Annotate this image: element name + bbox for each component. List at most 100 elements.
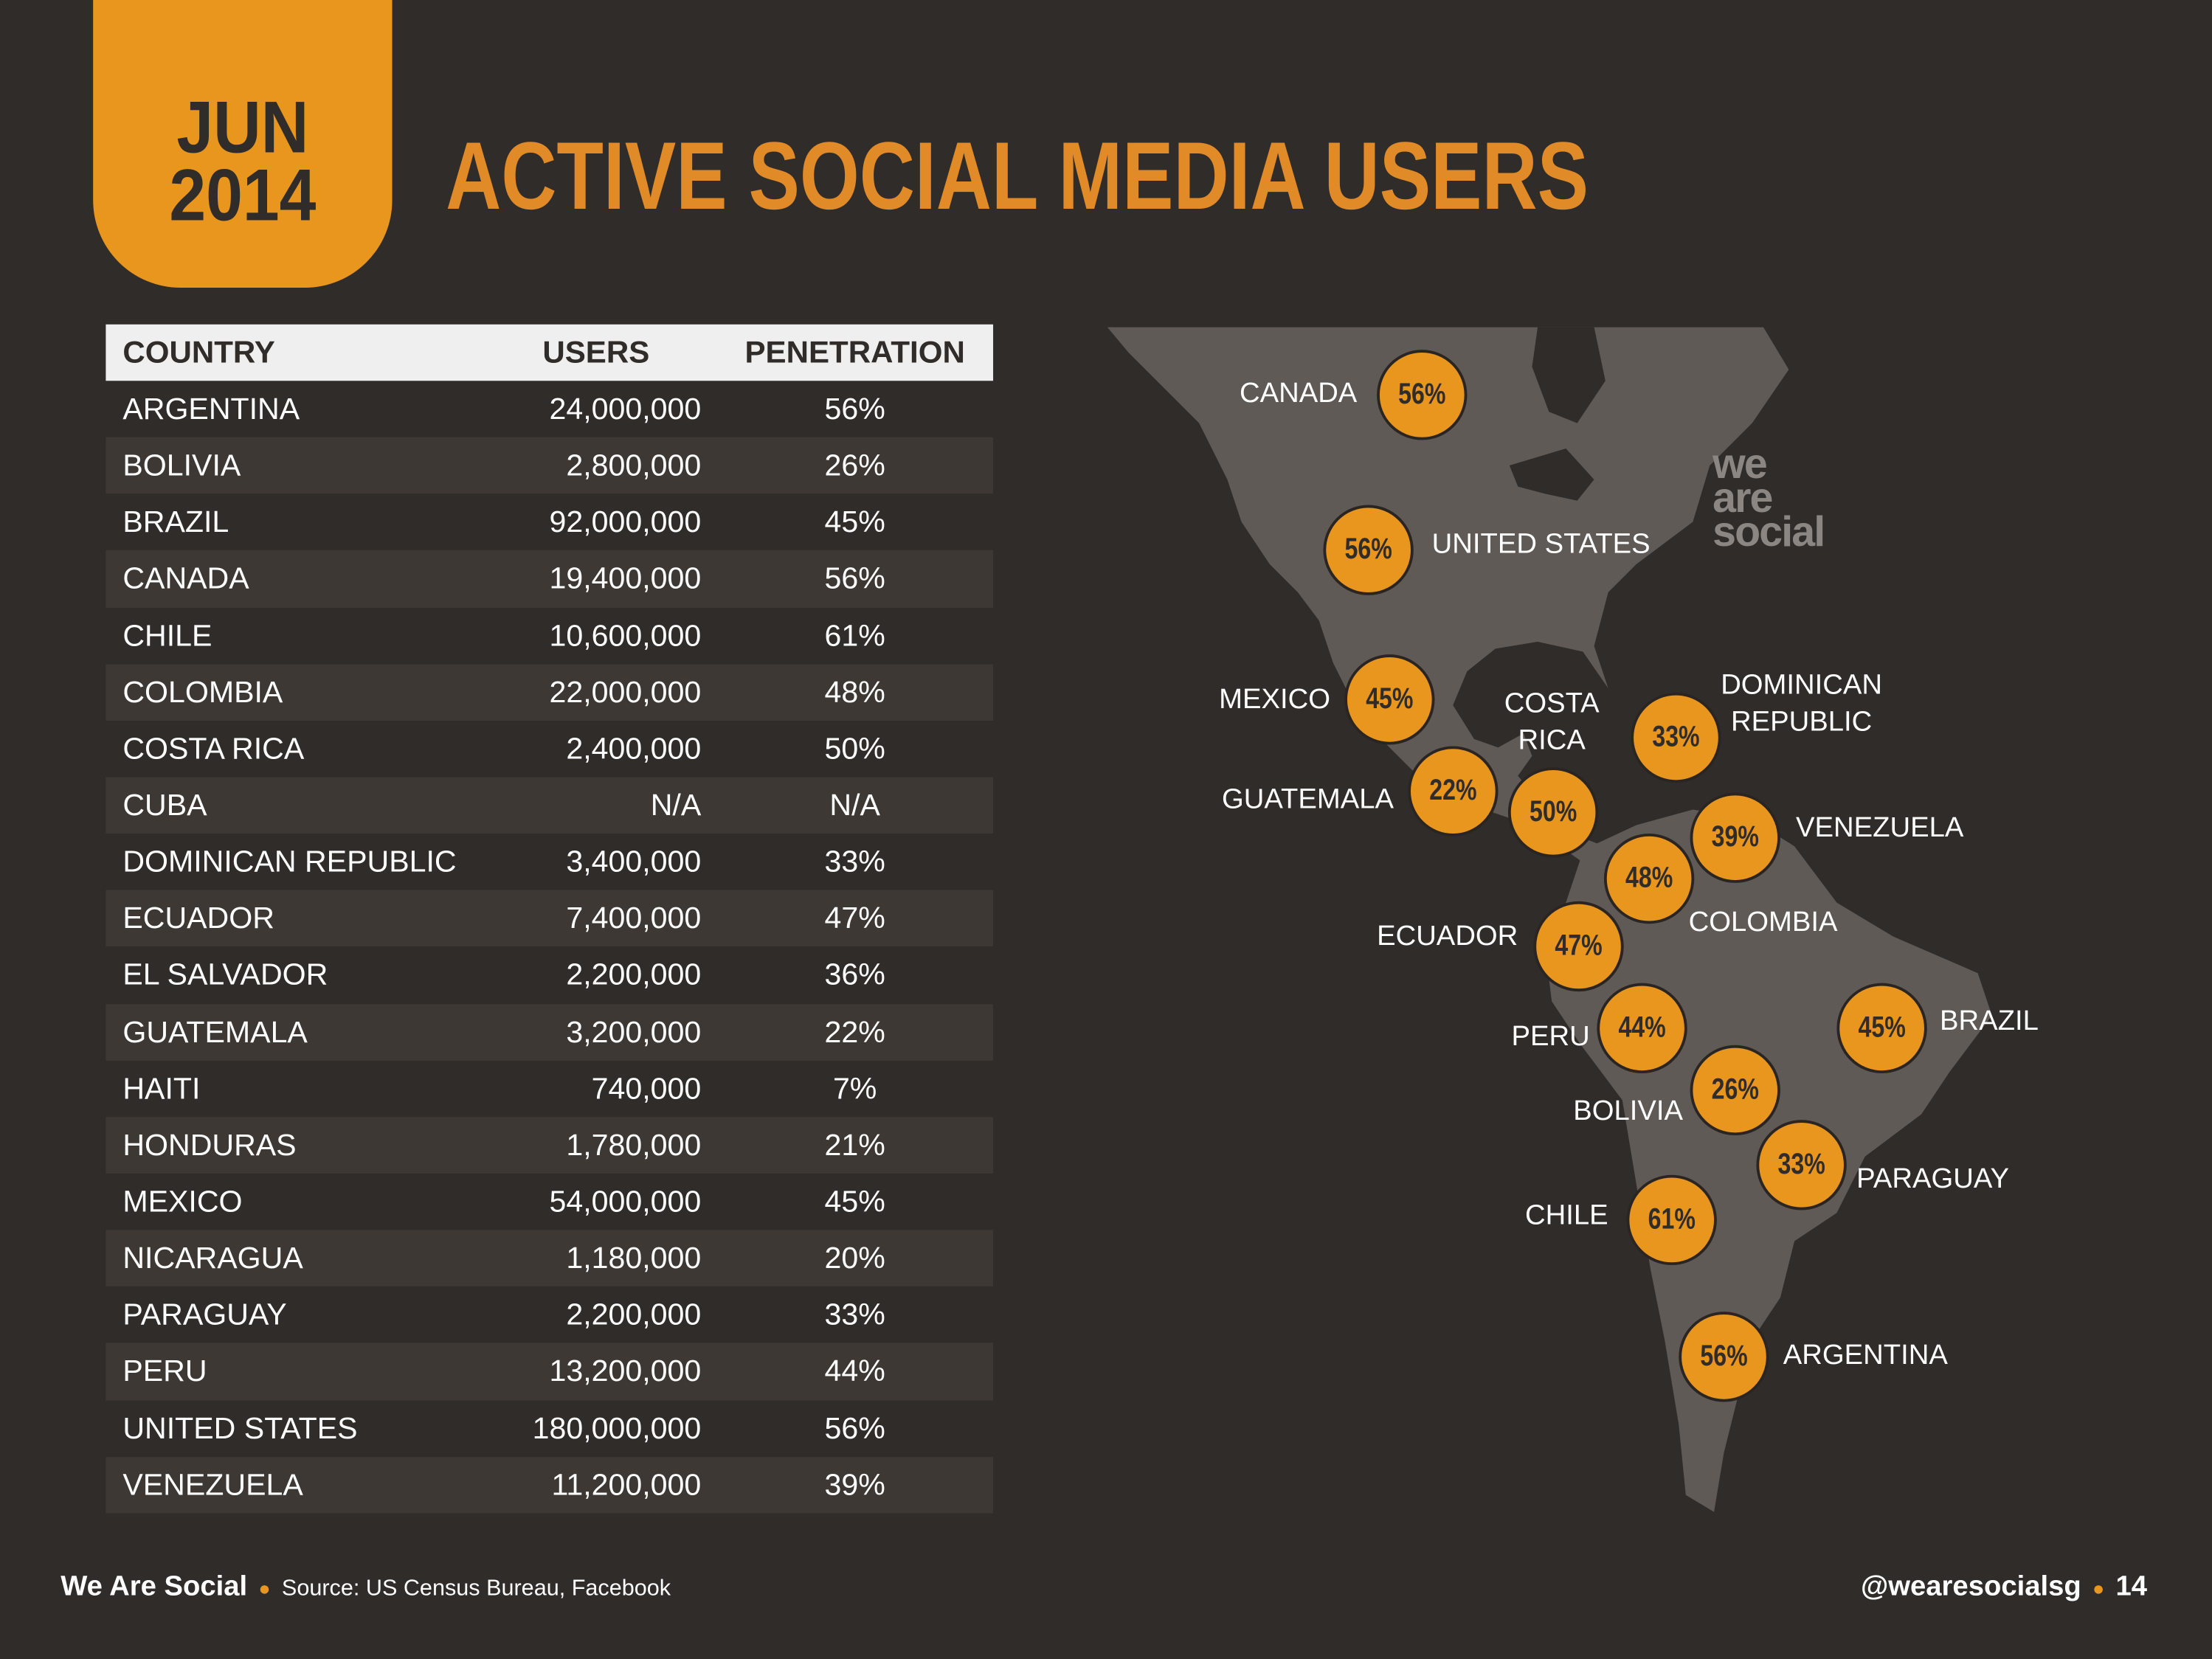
badge-month: JUN (176, 87, 309, 170)
map-bubble: 56% (1377, 350, 1468, 440)
table-row: COLOMBIA 22,000,000 48% (106, 663, 994, 721)
country-cell: CANADA (122, 561, 249, 596)
bubble-value: 45% (1366, 682, 1414, 716)
users-cell: 54,000,000 (549, 1185, 702, 1219)
map-bubble: 39% (1690, 792, 1780, 883)
penetration-cell: 22% (824, 1014, 885, 1049)
table-body: ARGENTINA 24,000,000 56% BOLIVIA 2,800,000 26… (106, 381, 994, 1514)
table-row: PERU 13,200,000 44% (106, 1343, 994, 1400)
header-penetration: PENETRATION (744, 334, 965, 370)
penetration-cell: 56% (824, 561, 885, 596)
data-table: COUNTRY USERS PENETRATION ARGENTINA 24,00… (106, 324, 994, 1514)
country-cell: ARGENTINA (122, 392, 300, 426)
map-country-label: CHILE (1525, 1200, 1608, 1232)
map-bubble: 22% (1408, 746, 1499, 837)
date-badge: JUN 2014 (93, 0, 393, 288)
users-cell: 92,000,000 (549, 505, 702, 539)
map-country-label: PARAGUAY (1856, 1163, 2010, 1195)
penetration-cell: 44% (824, 1354, 885, 1389)
bubble-value: 56% (1398, 378, 1446, 411)
penetration-cell: 50% (824, 732, 885, 766)
table-row: CUBA N/A N/A (106, 777, 994, 834)
users-cell: 2,200,000 (566, 958, 702, 992)
table-row: ECUADOR 7,400,000 47% (106, 890, 994, 947)
penetration-cell: 56% (824, 1411, 885, 1445)
great-lakes (1509, 448, 1594, 501)
table-row: DOMINICAN REPUBLIC 3,400,000 33% (106, 834, 993, 890)
separator-dot-icon: ● (2092, 1576, 2105, 1600)
country-cell: PARAGUAY (122, 1298, 287, 1332)
table-row: MEXICO 54,000,000 45% (106, 1174, 993, 1230)
users-cell: 3,200,000 (566, 1014, 702, 1049)
country-cell: CUBA (122, 788, 207, 822)
users-cell: 1,180,000 (566, 1241, 702, 1275)
bubble-value: 45% (1858, 1011, 1906, 1044)
bubble-value: 33% (1652, 721, 1700, 754)
land-shape (1107, 327, 1992, 1512)
header-users: USERS (542, 334, 650, 370)
penetration-cell: 7% (832, 1071, 877, 1106)
page-number: 14 (2115, 1570, 2148, 1603)
country-cell: COLOMBIA (122, 675, 283, 710)
bubble-value: 61% (1648, 1202, 1696, 1236)
country-cell: VENEZUELA (122, 1467, 303, 1502)
country-cell: PERU (122, 1354, 207, 1389)
social-handle: @wearesocialsg (1860, 1570, 2081, 1603)
map-country-label: COLOMBIA (1688, 907, 1838, 938)
users-cell: 2,200,000 (566, 1298, 702, 1332)
header-country: COUNTRY (122, 334, 275, 370)
penetration-cell: 45% (824, 1185, 885, 1219)
users-cell: 3,400,000 (566, 845, 702, 879)
map-bubble: 44% (1597, 983, 1687, 1074)
country-cell: UNITED STATES (122, 1411, 358, 1445)
country-cell: GUATEMALA (122, 1014, 308, 1049)
users-cell: 1,780,000 (566, 1128, 702, 1163)
footer-left: We Are Social ● Source: US Census Bureau, … (61, 1571, 671, 1604)
users-cell: 11,200,000 (551, 1467, 702, 1502)
map-country-label: COSTA RICA (1504, 688, 1600, 756)
gulf-of-mexico (1453, 641, 1594, 739)
table-row: ARGENTINA 24,000,000 56% (106, 381, 993, 437)
users-cell: 22,000,000 (549, 675, 702, 710)
penetration-cell: 26% (824, 448, 885, 483)
penetration-cell: 45% (824, 505, 885, 539)
country-cell: DOMINICAN REPUBLIC (122, 845, 457, 879)
users-cell: 13,200,000 (549, 1354, 702, 1389)
map-bubble: 56% (1679, 1312, 1769, 1402)
map-country-label: PERU (1511, 1021, 1590, 1053)
table-row: GUATEMALA 3,200,000 22% (106, 1003, 994, 1061)
country-cell: NICARAGUA (122, 1241, 303, 1275)
users-cell: 24,000,000 (549, 392, 702, 426)
country-cell: MEXICO (122, 1185, 243, 1219)
table-row: NICARAGUA 1,180,000 20% (106, 1230, 994, 1287)
map-bubble: 33% (1756, 1120, 1847, 1211)
footer-right: @wearesocialsg ● 14 (1861, 1571, 2147, 1604)
table-row: VENEZUELA 11,200,000 39% (106, 1456, 994, 1514)
users-cell: 2,400,000 (566, 732, 702, 766)
page-title: ACTIVE SOCIAL MEDIA USERS (446, 122, 1589, 230)
brand-name: We Are Social (61, 1570, 248, 1603)
country-cell: CHILE (122, 618, 212, 653)
users-cell: 740,000 (591, 1071, 702, 1106)
penetration-cell: 20% (824, 1241, 885, 1275)
penetration-cell: 36% (824, 958, 885, 992)
table-header: COUNTRY USERS PENETRATION (106, 324, 994, 381)
users-cell: 19,400,000 (549, 561, 702, 596)
country-cell: EL SALVADOR (122, 958, 328, 992)
map-bubble: 47% (1533, 901, 1624, 992)
table-row: BRAZIL 92,000,000 45% (106, 494, 993, 551)
map-bubble: 45% (1836, 983, 1927, 1074)
bubble-value: 39% (1711, 820, 1759, 853)
map-country-label: DOMINICAN REPUBLIC (1721, 670, 1883, 738)
table-row: CHILE 10,600,000 61% (106, 607, 993, 664)
users-cell: 180,000,000 (532, 1411, 702, 1445)
badge-year: 2014 (169, 155, 317, 238)
map-country-label: BOLIVIA (1573, 1095, 1684, 1127)
penetration-cell: 48% (824, 675, 885, 710)
penetration-cell: N/A (829, 788, 880, 822)
source-text: Source: US Census Bureau, Facebook (281, 1576, 671, 1601)
penetration-cell: 47% (824, 901, 885, 936)
table-row: BOLIVIA 2,800,000 26% (106, 437, 994, 494)
table-row: HAITI 740,000 7% (106, 1060, 993, 1117)
